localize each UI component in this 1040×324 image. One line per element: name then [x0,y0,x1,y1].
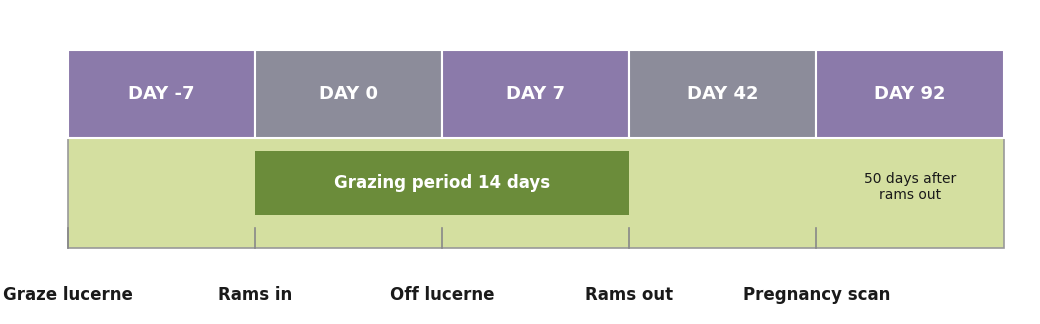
Text: DAY 92: DAY 92 [875,85,945,103]
Text: DAY 7: DAY 7 [506,85,565,103]
Text: Pregnancy scan: Pregnancy scan [743,286,890,304]
Text: Off lucerne: Off lucerne [390,286,494,304]
Text: DAY 0: DAY 0 [319,85,378,103]
Text: Rams in: Rams in [217,286,292,304]
Text: Grazing period 14 days: Grazing period 14 days [334,174,550,192]
Text: 50 days after
rams out: 50 days after rams out [864,172,956,202]
Text: Graze lucerne: Graze lucerne [3,286,132,304]
Text: Rams out: Rams out [586,286,673,304]
Text: DAY 42: DAY 42 [687,85,758,103]
Text: DAY -7: DAY -7 [128,85,194,103]
